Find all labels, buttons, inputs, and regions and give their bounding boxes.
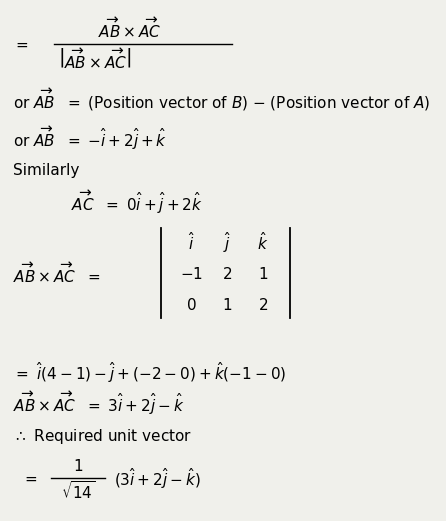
Text: $-1$: $-1$ — [180, 266, 203, 281]
Text: $\overrightarrow{AB} \times \overrightarrow{AC}$: $\overrightarrow{AB} \times \overrightar… — [98, 17, 161, 41]
Text: $1$: $1$ — [73, 458, 83, 474]
Text: $\overrightarrow{AB} \times \overrightarrow{AC}$  $=$ $3\hat{i}+2\hat{j}-\hat{k}: $\overrightarrow{AB} \times \overrightar… — [13, 390, 185, 417]
Text: $\sqrt{14}$: $\sqrt{14}$ — [61, 480, 95, 502]
Text: $\therefore$ Required unit vector: $\therefore$ Required unit vector — [13, 427, 192, 445]
Text: $=$: $=$ — [13, 37, 29, 52]
Text: $\overrightarrow{AC}$  $=$ $0\hat{i}+\hat{j}+2\hat{k}$: $\overrightarrow{AC}$ $=$ $0\hat{i}+\hat… — [71, 189, 203, 216]
Text: $(3\hat{i}+2\hat{j}-\hat{k})$: $(3\hat{i}+2\hat{j}-\hat{k})$ — [114, 466, 200, 491]
Text: $2$: $2$ — [258, 297, 268, 313]
Text: $\left|\overrightarrow{AB} \times \overrightarrow{AC}\right|$: $\left|\overrightarrow{AB} \times \overr… — [58, 48, 131, 72]
Text: $1$: $1$ — [223, 297, 232, 313]
Text: Similarly: Similarly — [13, 164, 80, 178]
Text: $0$: $0$ — [186, 297, 197, 313]
Text: $\hat{i}$: $\hat{i}$ — [188, 231, 195, 253]
Text: $\overrightarrow{AB}\times\overrightarrow{AC}$  $=$: $\overrightarrow{AB}\times\overrightarro… — [13, 262, 101, 286]
Text: $1$: $1$ — [258, 266, 268, 281]
Text: or $\overrightarrow{AB}$  $=$ (Position vector of $B$) $-$ (Position vector of $: or $\overrightarrow{AB}$ $=$ (Position v… — [13, 87, 431, 113]
Text: $\hat{k}$: $\hat{k}$ — [257, 231, 269, 253]
Text: $\hat{j}$: $\hat{j}$ — [223, 230, 232, 255]
Text: $=$: $=$ — [22, 471, 38, 486]
Text: $=$ $\hat{i}(4-1)-\hat{j}+(-2-0)+\hat{k}(-1-0)$: $=$ $\hat{i}(4-1)-\hat{j}+(-2-0)+\hat{k}… — [13, 360, 287, 385]
Text: or $\overrightarrow{AB}$  $=$ $-\hat{i}+2\hat{j}+\hat{k}$: or $\overrightarrow{AB}$ $=$ $-\hat{i}+2… — [13, 125, 168, 152]
Text: $2$: $2$ — [223, 266, 232, 281]
